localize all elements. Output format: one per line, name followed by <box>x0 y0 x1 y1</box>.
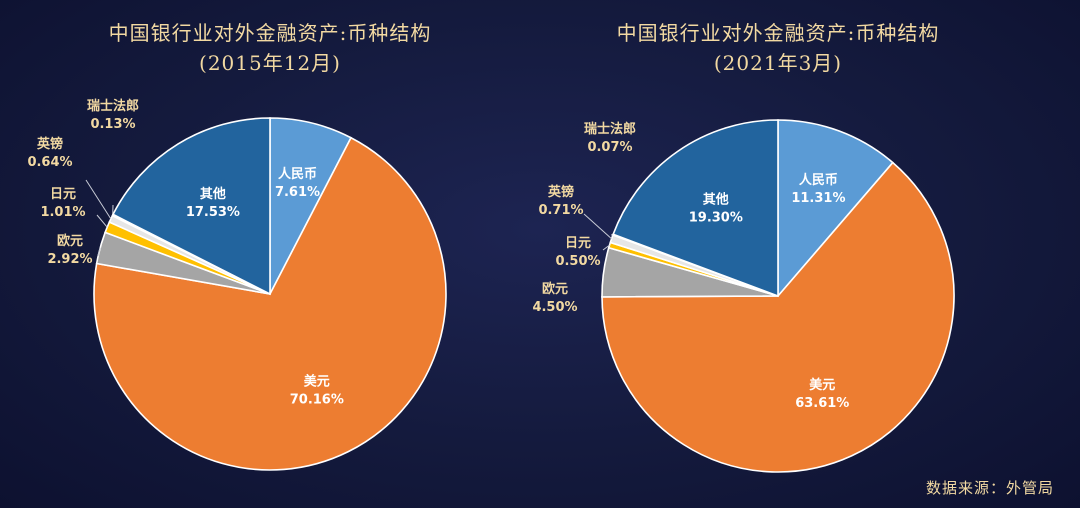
leader-line-jpy <box>602 244 610 251</box>
slice-name-other: 其他 <box>200 186 226 202</box>
pie-slice-usd <box>93 136 447 471</box>
slice-name-jpy: 日元 <box>50 187 76 202</box>
slice-value-other: 17.53% <box>186 205 240 220</box>
leader-line-gbp <box>85 179 112 220</box>
pie-slice-usd <box>601 161 955 473</box>
pie-chart-2015: 人民币 7.61% 美元 70.16% 欧元 2.92% 日元 1.01% 英镑 0.64% 瑞士法… <box>27 98 447 471</box>
chart-title-text: 中国银行业对外金融资产:币种结构 <box>616 21 940 45</box>
chart-title-2021: 中国银行业对外金融资产:币种结构 (2021年3月) <box>548 18 1008 78</box>
slice-value-rmb: 11.31% <box>791 191 845 206</box>
chart-title-2015: 中国银行业对外金融资产:币种结构 (2015年12月) <box>40 18 500 78</box>
slice-name-chf: 瑞士法郎 <box>87 98 139 114</box>
slice-value-other: 19.30% <box>689 210 743 225</box>
leader-line-eur <box>97 247 101 257</box>
chart-title-text: 中国银行业对外金融资产:币种结构 <box>108 21 432 45</box>
pie-slice-other <box>111 117 271 296</box>
slice-name-jpy: 日元 <box>565 236 591 251</box>
slice-value-gbp: 0.71% <box>538 203 583 218</box>
slice-name-eur: 欧元 <box>542 281 568 297</box>
leader-line-gbp <box>583 213 612 240</box>
chart-subtitle-text: (2021年3月) <box>713 51 843 75</box>
slice-value-rmb: 7.61% <box>275 185 320 200</box>
slice-value-jpy: 0.50% <box>555 254 600 269</box>
chart-subtitle-text: (2015年12月) <box>199 51 341 75</box>
slice-value-jpy: 1.01% <box>40 205 85 220</box>
pie-slice-rmb <box>777 119 894 299</box>
slice-value-eur: 4.50% <box>532 300 577 315</box>
slice-name-rmb: 人民币 <box>799 172 838 188</box>
slice-value-chf: 0.07% <box>587 140 632 155</box>
slice-name-rmb: 人民币 <box>278 166 317 182</box>
slice-name-gbp: 英镑 <box>36 136 63 152</box>
slice-name-other: 其他 <box>703 191 729 207</box>
pie-chart-2021: 人民币 11.31% 美元 63.61% 欧元 4.50% 日元 0.50% 英镑 0.71% 瑞士… <box>532 119 955 473</box>
leader-line-jpy <box>96 214 108 228</box>
pie-slice-other <box>612 119 779 298</box>
slice-value-usd: 70.16% <box>290 393 344 408</box>
slice-name-eur: 欧元 <box>57 233 83 249</box>
slice-name-usd: 美元 <box>304 374 330 390</box>
data-source-note: 数据来源：外管局 <box>925 479 1054 497</box>
slice-value-chf: 0.13% <box>90 117 135 132</box>
slice-name-usd: 美元 <box>809 377 835 393</box>
slice-name-gbp: 英镑 <box>547 184 574 200</box>
slice-value-gbp: 0.64% <box>27 155 72 170</box>
slice-value-eur: 2.92% <box>47 252 92 267</box>
slice-name-chf: 瑞士法郎 <box>584 121 636 137</box>
slice-value-usd: 63.61% <box>795 396 849 411</box>
